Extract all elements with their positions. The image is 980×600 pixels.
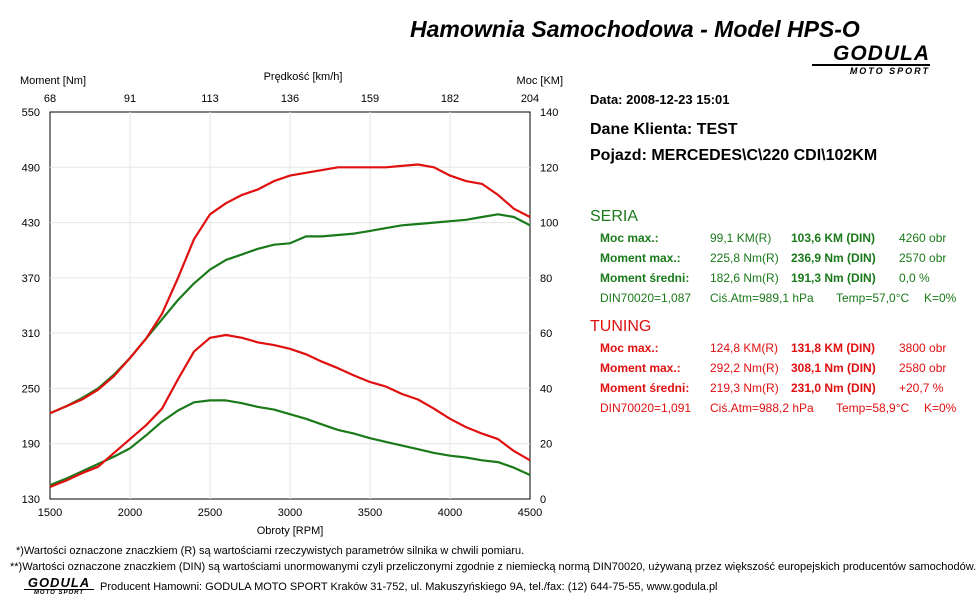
tuning-torque-din: 308,1 Nm (DIN) bbox=[791, 361, 876, 375]
x-tick-label: 4000 bbox=[438, 507, 462, 519]
tuning-temp: Temp=58,9°C bbox=[836, 401, 910, 415]
tuning-power-line bbox=[49, 163, 531, 415]
y-right-tick-label: 100 bbox=[540, 218, 558, 230]
tuning-torque-rpm: 2580 obr bbox=[899, 361, 947, 375]
series-lines bbox=[49, 163, 531, 489]
seria-torque-din: 236,9 Nm (DIN) bbox=[791, 251, 876, 265]
x-tick-label: 1500 bbox=[38, 507, 62, 519]
y-left-tick-label: 250 bbox=[22, 383, 40, 395]
ticks: 1500 2000 2500 3000 3500 4000 4500 130 190 250 310… bbox=[22, 93, 559, 519]
logo-small-sub: MOTO SPORT bbox=[24, 589, 94, 596]
x-tick-label: 3000 bbox=[278, 507, 302, 519]
top-tick-label: 159 bbox=[361, 93, 379, 105]
y-left-tick-label: 190 bbox=[22, 439, 40, 451]
seria-torque-line bbox=[49, 399, 531, 487]
tuning-avg-r: 219,3 Nm(R) bbox=[710, 381, 779, 395]
vehicle-name: Pojazd: MERCEDES\C\220 CDI\102KM bbox=[590, 147, 878, 164]
top-tick-label: 113 bbox=[201, 93, 219, 105]
top-tick-label: 136 bbox=[281, 93, 299, 105]
y-left-tick-label: 310 bbox=[22, 328, 40, 340]
client-name: Dane Klienta: TEST bbox=[590, 121, 738, 138]
producer-info: Producent Hamowni: GODULA MOTO SPORT Kra… bbox=[100, 581, 718, 593]
tuning-avg-din: 231,0 Nm (DIN) bbox=[791, 381, 876, 395]
tuning-power-r: 124,8 KM(R) bbox=[710, 341, 779, 355]
x-tick-label: 3500 bbox=[358, 507, 382, 519]
y-right-tick-label: 20 bbox=[540, 439, 552, 451]
seria-torque-rpm: 2570 obr bbox=[899, 251, 947, 265]
tuning-label-torque: Moment max.: bbox=[600, 361, 681, 375]
seria-avg-r: 182,6 Nm(R) bbox=[710, 271, 779, 285]
seria-power-din: 103,6 KM (DIN) bbox=[791, 231, 876, 245]
y-right-tick-label: 120 bbox=[540, 162, 558, 174]
seria-k: K=0% bbox=[924, 291, 957, 305]
seria-torque-r: 225,8 Nm(R) bbox=[710, 251, 779, 265]
x-tick-label: 2000 bbox=[118, 507, 142, 519]
top-tick-label: 68 bbox=[44, 93, 56, 105]
footnote-din: **)Wartości oznaczone znaczkiem (DIN) są… bbox=[10, 561, 977, 573]
tuning-atm: Ciś.Atm=988,2 hPa bbox=[710, 401, 814, 415]
y-right-tick-label: 0 bbox=[540, 494, 546, 506]
x-tick-label: 4500 bbox=[518, 507, 542, 519]
footnote-r: *)Wartości oznaczone znaczkiem (R) są wa… bbox=[16, 545, 525, 557]
tuning-din: DIN70020=1,091 bbox=[600, 401, 692, 415]
y-left-tick-label: 550 bbox=[22, 107, 40, 119]
grid bbox=[50, 112, 530, 499]
y-left-tick-label: 490 bbox=[22, 162, 40, 174]
y-right-tick-label: 80 bbox=[540, 273, 552, 285]
dyno-chart: 1500 2000 2500 3000 3500 4000 4500 130 190 250 310… bbox=[20, 71, 563, 537]
y-left-tick-label: 430 bbox=[22, 218, 40, 230]
y-right-tick-label: 60 bbox=[540, 328, 552, 340]
y-right-label: Moc [KM] bbox=[517, 75, 563, 87]
y-right-tick-label: 40 bbox=[540, 383, 552, 395]
tuning-title: TUNING bbox=[590, 318, 652, 335]
y-left-tick-label: 130 bbox=[22, 494, 40, 506]
tuning-torque-r: 292,2 Nm(R) bbox=[710, 361, 779, 375]
x-tick-label: 2500 bbox=[198, 507, 222, 519]
tuning-avg-pct: +20,7 % bbox=[899, 381, 944, 395]
tuning-power-din: 131,8 KM (DIN) bbox=[791, 341, 876, 355]
tuning-label-power: Moc max.: bbox=[600, 341, 659, 355]
test-date: Data: 2008-12-23 15:01 bbox=[590, 92, 730, 107]
page-title: Hamownia Samochodowa - Model HPS-O bbox=[410, 16, 860, 42]
tuning-torque-line bbox=[49, 333, 531, 489]
x-axis-label: Obroty [RPM] bbox=[257, 525, 324, 537]
tuning-power-rpm: 3800 obr bbox=[899, 341, 947, 355]
seria-label-avg: Moment średni: bbox=[600, 271, 690, 285]
seria-din: DIN70020=1,087 bbox=[600, 291, 692, 305]
seria-power-rpm: 4260 obr bbox=[899, 231, 947, 245]
seria-power-r: 99,1 KM(R) bbox=[710, 231, 772, 245]
y-left-tick-label: 370 bbox=[22, 273, 40, 285]
top-axis-label: Prędkość [km/h] bbox=[264, 71, 343, 83]
seria-label-torque: Moment max.: bbox=[600, 251, 681, 265]
top-tick-label: 91 bbox=[124, 93, 136, 105]
y-right-tick-label: 140 bbox=[540, 107, 558, 119]
logo-small-word: GODULA bbox=[27, 575, 91, 590]
seria-atm: Ciś.Atm=989,1 hPa bbox=[710, 291, 814, 305]
y-left-label: Moment [Nm] bbox=[20, 75, 86, 87]
seria-avg-din: 191,3 Nm (DIN) bbox=[791, 271, 876, 285]
seria-avg-pct: 0,0 % bbox=[899, 271, 930, 285]
seria-label-power: Moc max.: bbox=[600, 231, 659, 245]
tuning-label-avg: Moment średni: bbox=[600, 381, 690, 395]
seria-title: SERIA bbox=[590, 208, 639, 225]
seria-temp: Temp=57,0°C bbox=[836, 291, 910, 305]
godula-logo-small: GODULA MOTO SPORT bbox=[24, 575, 94, 596]
logo-sub: MOTO SPORT bbox=[812, 64, 930, 76]
logo-word: GODULA bbox=[833, 42, 930, 65]
godula-logo: GODULA MOTO SPORT bbox=[812, 42, 930, 76]
tuning-k: K=0% bbox=[924, 401, 957, 415]
top-tick-label: 204 bbox=[521, 93, 539, 105]
top-tick-label: 182 bbox=[441, 93, 459, 105]
